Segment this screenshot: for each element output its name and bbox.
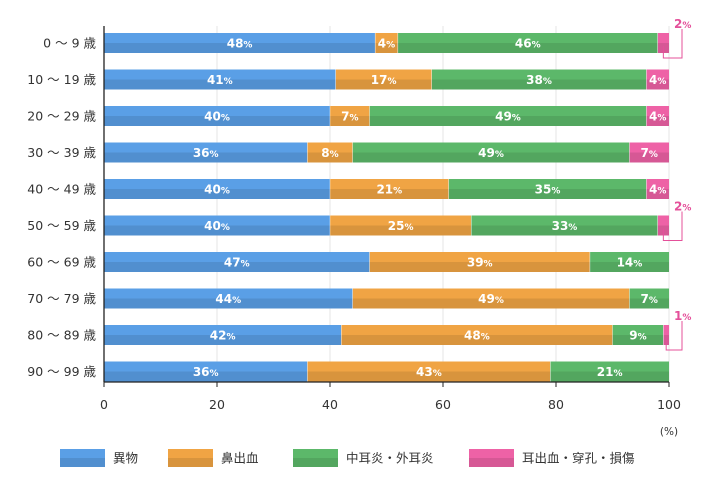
category-label: 0 〜 9 歳	[43, 36, 96, 51]
data-label: 25%	[388, 219, 414, 233]
data-label: 14%	[617, 255, 643, 269]
bar-segment	[589, 252, 669, 272]
category-label: 70 〜 79 歳	[27, 291, 96, 306]
bar-segment	[352, 288, 630, 309]
category-label: 90 〜 99 歳	[27, 364, 96, 379]
data-label: 49%	[478, 146, 504, 160]
axes: 0 〜 9 歳 10 〜 19 歳 20 〜 29 歳 30 〜 39 歳 40 〜 4…	[27, 26, 681, 438]
bar-segment	[307, 142, 353, 163]
data-label: 40%	[204, 109, 230, 123]
data-label: 40%	[204, 219, 230, 233]
legend-label: 中耳炎・外耳炎	[346, 451, 434, 466]
legend-label: 耳出血・穿孔・損傷	[522, 451, 635, 466]
callout-label: 2%	[674, 200, 691, 214]
bar-segment	[307, 361, 551, 382]
bar-segment	[448, 179, 647, 199]
legend-item: 耳出血・穿孔・損傷	[469, 449, 635, 467]
data-label: 21%	[597, 365, 623, 379]
category-label: 20 〜 29 歳	[27, 109, 96, 124]
legend-swatch	[168, 449, 213, 458]
segment-labels: 48% 4% 46% 41% 17% 38% 4% 40% 7% 49% 4% 36% 8% 49% 7% 4…	[193, 36, 667, 379]
legend-item: 中耳炎・外耳炎	[293, 449, 434, 467]
x-tick-label: 20	[209, 397, 225, 412]
data-label: 7%	[641, 292, 658, 306]
data-label: 36%	[193, 146, 219, 160]
bar-segment	[550, 361, 669, 382]
data-label: 40%	[204, 182, 230, 196]
callouts: 2% 2% 1%	[662, 17, 691, 351]
callout-label: 2%	[674, 17, 691, 31]
x-tick-label: 40	[322, 397, 338, 412]
bar-segment	[612, 325, 664, 345]
bar-segment	[352, 142, 630, 163]
data-label: 39%	[467, 255, 493, 269]
category-label: 80 〜 89 歳	[27, 328, 96, 343]
bar-segment	[397, 33, 658, 53]
data-label: 38%	[526, 73, 552, 87]
bar-segment	[335, 69, 432, 90]
data-label: 4%	[378, 36, 395, 50]
legend-label: 異物	[113, 451, 138, 466]
data-label: 49%	[495, 109, 521, 123]
bar-segment	[646, 179, 669, 199]
category-label: 40 〜 49 歳	[27, 182, 96, 197]
x-tick-label: 100	[657, 397, 681, 412]
data-label: 48%	[227, 36, 253, 50]
bar-segment	[369, 106, 647, 126]
category-label: 50 〜 59 歳	[27, 218, 96, 233]
data-label: 36%	[193, 365, 219, 379]
legend-item: 鼻出血	[168, 449, 259, 467]
data-label: 8%	[321, 146, 338, 160]
data-label: 17%	[371, 73, 397, 87]
data-label: 44%	[215, 292, 241, 306]
data-label: 46%	[515, 36, 541, 50]
callout-label: 1%	[674, 309, 691, 323]
legend-swatch	[469, 449, 514, 458]
data-label: 43%	[416, 365, 442, 379]
legend-label: 鼻出血	[221, 451, 259, 466]
data-label: 7%	[641, 146, 658, 160]
category-label: 30 〜 39 歳	[27, 145, 96, 160]
data-label: 48%	[464, 328, 490, 342]
bar-segment	[431, 69, 647, 90]
x-tick-label: 80	[548, 397, 564, 412]
bar-segment	[329, 215, 472, 236]
bar-segment	[629, 142, 669, 163]
x-tick-label: 0	[100, 397, 108, 412]
data-label: 49%	[478, 292, 504, 306]
category-label: 60 〜 69 歳	[27, 255, 96, 270]
bar-segment	[374, 33, 398, 53]
bars	[103, 33, 669, 382]
legend: 異物 鼻出血 中耳炎・外耳炎 耳出血・穿孔・損傷	[60, 449, 635, 467]
data-label: 4%	[649, 182, 666, 196]
legend-swatch	[60, 449, 105, 458]
data-label: 42%	[210, 328, 236, 342]
bar-segment	[470, 215, 658, 236]
data-label: 35%	[535, 182, 561, 196]
legend-item: 異物	[60, 449, 138, 467]
callout-leader	[662, 29, 683, 59]
x-tick-label: 60	[435, 397, 451, 412]
bar-segment	[329, 106, 370, 126]
data-label: 47%	[224, 255, 250, 269]
bar-segment	[329, 179, 449, 199]
data-label: 33%	[552, 219, 578, 233]
callout-leader	[665, 321, 683, 351]
bar-segment	[629, 288, 669, 309]
data-label: 41%	[207, 73, 233, 87]
bar-segment	[340, 325, 613, 345]
data-label: 9%	[629, 328, 646, 342]
data-label: 4%	[649, 109, 666, 123]
bar-segment	[646, 69, 669, 90]
bar-segment	[646, 106, 669, 126]
data-label: 4%	[649, 73, 666, 87]
legend-swatch	[293, 449, 338, 458]
category-label: 10 〜 19 歳	[27, 72, 96, 87]
bar-segment	[369, 252, 590, 272]
callout-leader	[662, 211, 683, 241]
data-label: 21%	[376, 182, 402, 196]
data-label: 7%	[341, 109, 358, 123]
x-unit-label: (%)	[660, 426, 678, 438]
